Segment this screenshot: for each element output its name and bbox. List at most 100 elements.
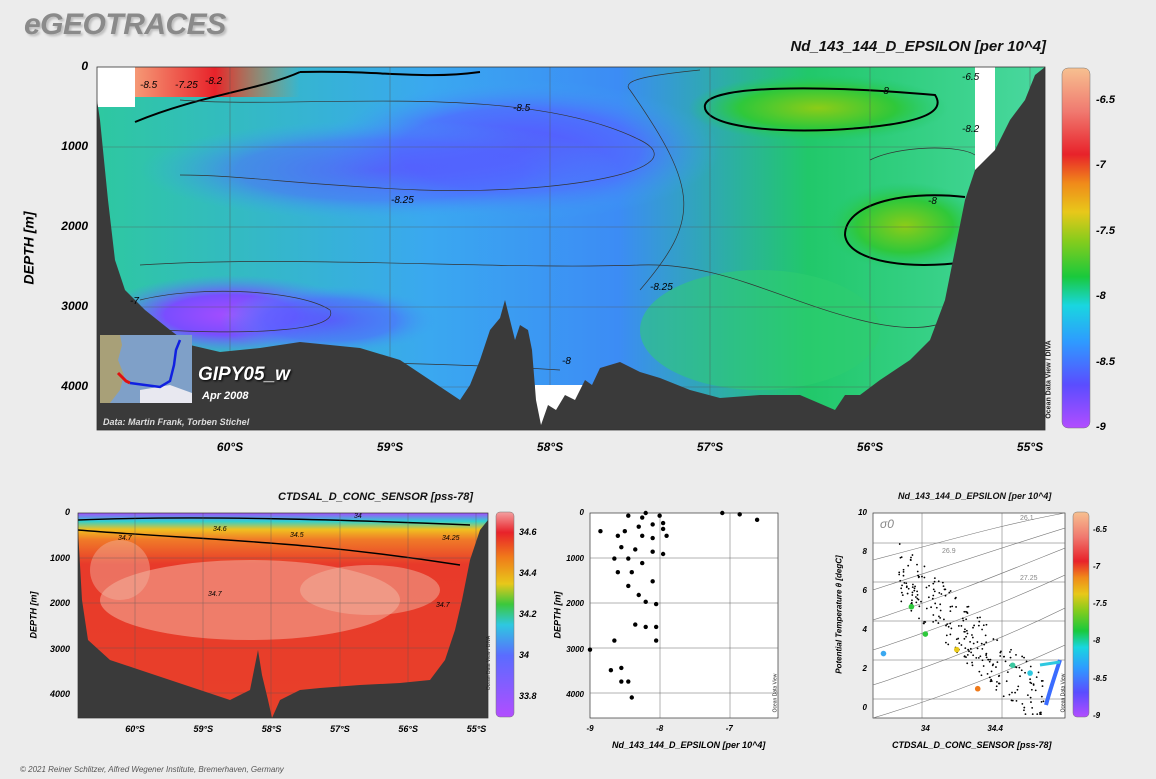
- salinity-y-tick: 2000: [49, 598, 70, 608]
- ts-sample-point: [1015, 666, 1018, 669]
- salinity-chart-title: CTDSAL_D_CONC_SENSOR [pss-78]: [278, 491, 473, 503]
- scatter-point: [720, 510, 725, 516]
- salinity-contour-label: 34.7: [118, 535, 132, 542]
- scatter-point: [643, 624, 648, 630]
- ts-sample-point: [1036, 713, 1039, 715]
- ts-colored-point: [1027, 670, 1033, 676]
- scatter-point: [640, 515, 645, 520]
- salinity-contour-label: 34.7: [208, 591, 222, 598]
- ts-sample-point: [942, 585, 945, 588]
- ts-sample-point: [913, 589, 916, 592]
- scatter-y-tick: 0: [579, 508, 584, 517]
- ts-sample-point: [965, 618, 968, 621]
- ts-x-tick: 34: [920, 724, 930, 733]
- scatter-point: [612, 638, 617, 643]
- ts-sigma-label: σ0: [880, 517, 894, 531]
- main-contour-label: -8.25: [650, 282, 673, 293]
- ts-colorbar-tick: -7: [1093, 561, 1101, 571]
- ts-sample-point: [957, 637, 960, 640]
- ts-sample-point: [1039, 713, 1042, 715]
- main-y-tick: 1000: [61, 139, 88, 153]
- scatter-point: [643, 510, 648, 516]
- ts-colored-point: [908, 603, 915, 610]
- ts-sample-point: [988, 660, 991, 663]
- section-name: GIPY05_w: [198, 364, 290, 385]
- ts-sample-point: [923, 622, 925, 625]
- ts-sample-point: [923, 576, 926, 579]
- ts-sample-point: [914, 585, 916, 588]
- ts-sample-point: [949, 622, 952, 625]
- scatter-point: [653, 601, 659, 607]
- ts-sample-point: [985, 652, 988, 655]
- ts-sample-point: [937, 622, 940, 624]
- main-colorbar-tick: -7.5: [1096, 224, 1115, 237]
- main-colorbar-tick: -9: [1096, 421, 1106, 433]
- salinity-x-tick: 56°S: [398, 724, 418, 734]
- salinity-colorbar: [495, 511, 515, 718]
- scatter-point: [640, 533, 645, 538]
- salinity-x-tick: 55°S: [466, 724, 487, 734]
- main-x-tick: 59°S: [376, 440, 404, 454]
- ts-sample-point: [966, 654, 969, 656]
- ts-sample-point: [995, 688, 998, 691]
- ts-sample-point: [985, 654, 987, 656]
- ts-sample-point: [901, 584, 903, 587]
- ts-sample-point: [986, 672, 989, 675]
- ts-sample-point: [933, 580, 936, 583]
- ts-isopycnal-label: 27.25: [1020, 575, 1038, 582]
- ts-sample-point: [998, 674, 1001, 677]
- ts-sample-point: [972, 626, 974, 629]
- ts-sample-point: [1031, 706, 1034, 709]
- ts-sample-point: [982, 665, 985, 667]
- ts-sample-point: [971, 664, 974, 667]
- scatter-xlabel: Nd_143_144_D_EPSILON [per 10^4]: [612, 740, 766, 750]
- ts-sample-point: [980, 642, 983, 645]
- ts-sample-point: [899, 579, 902, 582]
- ts-sample-point: [916, 570, 919, 573]
- ts-sample-point: [916, 597, 919, 600]
- ts-sample-point: [1004, 660, 1007, 663]
- scatter-point: [636, 592, 641, 598]
- ts-sample-point: [965, 629, 968, 632]
- main-y-tick: 4000: [61, 379, 88, 393]
- salinity-colorbar-tick: 33.8: [519, 690, 537, 701]
- main-colorbar-tick: -7: [1096, 159, 1106, 172]
- ts-sample-point: [971, 636, 974, 639]
- ts-sample-point: [905, 586, 908, 589]
- ts-sample-point: [954, 597, 957, 600]
- ts-sample-point: [995, 685, 998, 688]
- ts-sample-point: [1031, 713, 1034, 715]
- ts-sample-point: [913, 587, 916, 590]
- salinity-x-tick: 59°S: [193, 724, 214, 734]
- ts-sample-point: [992, 663, 995, 666]
- salinity-y-tick: 0: [64, 507, 70, 517]
- scatter-point: [626, 679, 631, 684]
- ts-sample-point: [1029, 665, 1032, 668]
- scatter-point: [633, 547, 638, 552]
- ts-colorbar-tick: -7.5: [1093, 599, 1107, 609]
- ts-sample-point: [920, 600, 922, 603]
- ts-sample-point: [969, 647, 972, 650]
- ts-sample-point: [918, 617, 920, 620]
- scatter-point: [737, 512, 742, 517]
- main-colorbar-tick: -8.5: [1096, 355, 1115, 368]
- scatter-x-tick: -9: [586, 724, 594, 733]
- ts-sample-point: [973, 624, 976, 627]
- salinity-contour-label: 34.6: [213, 526, 227, 533]
- ts-sample-point: [947, 625, 950, 628]
- ts-sample-point: [985, 623, 988, 626]
- ts-sample-point: [921, 575, 923, 578]
- ts-colored-point: [922, 631, 929, 637]
- ts-sample-point: [1009, 651, 1011, 653]
- ts-sample-point: [945, 634, 948, 637]
- ts-sample-point: [967, 605, 970, 608]
- main-contour-label: -8: [562, 356, 571, 367]
- ts-colored-point: [880, 650, 887, 657]
- ts-sample-point: [978, 670, 981, 673]
- copyright-notice: © 2021 Reiner Schlitzer, Alfred Wegener …: [20, 765, 284, 774]
- main-x-tick: 55°S: [1016, 440, 1044, 454]
- ts-sample-point: [1040, 700, 1043, 703]
- ts-sample-point: [900, 600, 903, 603]
- ts-sample-point: [915, 601, 918, 604]
- ts-sample-point: [932, 620, 935, 623]
